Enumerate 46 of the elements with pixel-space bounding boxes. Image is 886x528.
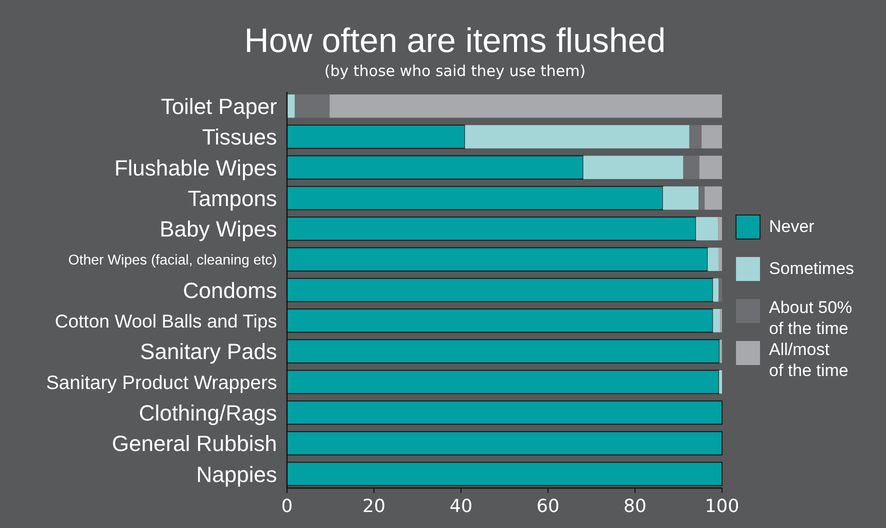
bar bbox=[718, 217, 722, 240]
y-tick-label: Sanitary Pads bbox=[140, 339, 277, 364]
y-tick-label: Clothing/Rags bbox=[138, 400, 277, 426]
bar bbox=[708, 248, 719, 271]
bar bbox=[702, 125, 722, 148]
bar bbox=[583, 156, 684, 180]
legend-label: Never bbox=[769, 217, 815, 236]
y-tick-label: Condoms bbox=[182, 278, 277, 303]
bar bbox=[696, 217, 718, 240]
chart-subtitle: (by those who said they use them) bbox=[324, 62, 586, 80]
y-tick-label: General Rubbish bbox=[112, 431, 277, 456]
bar bbox=[689, 125, 702, 148]
bar bbox=[698, 186, 705, 210]
x-tick-label: 20 bbox=[362, 496, 386, 517]
x-tick-label: 40 bbox=[450, 496, 472, 517]
y-tick-label: Other Wipes (facial, cleaning etc) bbox=[68, 252, 277, 268]
bar bbox=[699, 156, 722, 180]
y-tick-label: Toilet Paper bbox=[160, 94, 277, 120]
x-tick-label: 100 bbox=[704, 496, 740, 517]
y-tick-label: Tissues bbox=[202, 124, 277, 150]
y-tick-label: Cotton Wool Balls and Tips bbox=[54, 310, 277, 332]
legend-label: About 50% of the time bbox=[769, 298, 852, 338]
y-tick-label: Sanitary Product Wrappers bbox=[46, 372, 277, 394]
bar bbox=[464, 125, 690, 148]
bar bbox=[287, 94, 295, 118]
chart-title: How often are items flushed bbox=[244, 22, 666, 60]
x-tick-label: 80 bbox=[624, 496, 646, 517]
x-tick-label: 0 bbox=[281, 496, 293, 517]
bar bbox=[662, 186, 699, 210]
bar bbox=[718, 248, 722, 271]
y-tick-label: Baby Wipes bbox=[160, 216, 277, 242]
y-tick-label: Flushable Wipes bbox=[114, 155, 277, 180]
bar bbox=[718, 278, 722, 302]
y-tick-label: Nappies bbox=[196, 462, 277, 487]
bar bbox=[294, 94, 330, 118]
bar bbox=[683, 156, 700, 180]
bar bbox=[712, 278, 719, 302]
bar bbox=[718, 370, 722, 394]
bar bbox=[704, 186, 722, 210]
legend-label: All/most of the time bbox=[769, 340, 848, 380]
y-tick-label: Tampons bbox=[188, 186, 277, 211]
bar bbox=[719, 340, 722, 363]
bar bbox=[712, 309, 720, 332]
legend-label: Sometimes bbox=[769, 259, 854, 278]
bar bbox=[330, 94, 722, 118]
x-tick-label: 60 bbox=[536, 496, 560, 517]
